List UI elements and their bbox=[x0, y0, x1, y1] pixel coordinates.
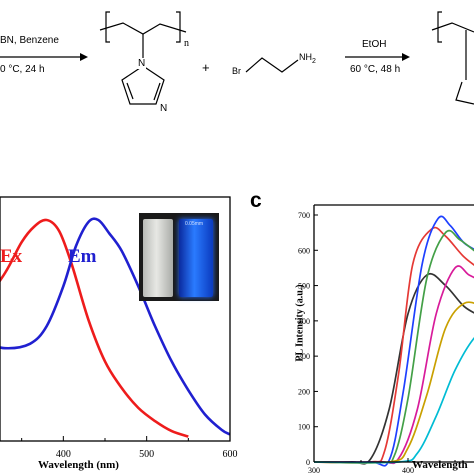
reaction-scheme bbox=[0, 11, 474, 105]
imidazole-double-bond-1 bbox=[126, 82, 134, 100]
legend-em: Em bbox=[68, 246, 97, 267]
ring-nitrogen-1: N bbox=[137, 58, 147, 69]
right-y-tick-label: 300 bbox=[298, 352, 310, 361]
reaction-arrow-1-head bbox=[80, 53, 88, 61]
vial-photo-inset: 0.05mm bbox=[139, 213, 219, 301]
panel-c-label: c bbox=[250, 189, 262, 212]
imidazole-ring bbox=[121, 65, 165, 105]
amine-subscript: 2 bbox=[312, 57, 316, 65]
right-x-tick-label: 300 bbox=[308, 466, 320, 474]
bromine-label: Br bbox=[232, 66, 241, 76]
right-y-tick-label: 400 bbox=[298, 317, 310, 326]
right-y-tick-label: 500 bbox=[298, 282, 310, 291]
ring-nitrogen-2: N bbox=[159, 103, 169, 114]
left-x-tick-label: 500 bbox=[139, 449, 154, 460]
right-x-tick-label: 400 bbox=[402, 466, 414, 474]
left-x-tick-label: 600 bbox=[223, 449, 238, 460]
right-series-4-line bbox=[313, 229, 474, 464]
right-x-axis-label: Wavelength bbox=[412, 459, 468, 471]
polymer-bracket-right bbox=[176, 11, 181, 43]
reaction-arrow-2-head bbox=[402, 53, 410, 61]
right-y-axis-label: PL Intensity (a.u.) bbox=[294, 284, 306, 362]
reagent-1-label: BN, Benzene bbox=[0, 35, 59, 46]
left-plot-frame bbox=[0, 196, 231, 442]
plus-sign: + bbox=[202, 60, 210, 75]
right-series-1-line bbox=[313, 273, 474, 465]
right-series-5-line bbox=[313, 265, 474, 465]
polymer-subscript: n bbox=[184, 38, 189, 49]
product-backbone bbox=[431, 22, 474, 33]
left-series-ex-line bbox=[0, 218, 189, 438]
vial-uv-label: 0.05mm bbox=[185, 221, 204, 227]
bromoethylamine-chain bbox=[245, 57, 299, 73]
condition-2-label: 60 °C, 48 h bbox=[350, 64, 401, 75]
left-x-axis-label: Wavelength (nm) bbox=[38, 459, 119, 471]
right-y-tick-label: 600 bbox=[298, 246, 310, 255]
vial-uv bbox=[179, 219, 213, 297]
imidazole-double-bond-2 bbox=[153, 82, 161, 101]
right-y-tick-label: 200 bbox=[298, 387, 310, 396]
legend-ex: Ex bbox=[0, 246, 23, 267]
reagent-2-label: EtOH bbox=[362, 39, 387, 50]
left-series-em-line bbox=[0, 217, 230, 436]
right-y-tick-label: 100 bbox=[298, 423, 310, 432]
product-bracket-left bbox=[437, 11, 442, 43]
right-series-2-line bbox=[313, 226, 474, 464]
left-x-tick-label: 400 bbox=[56, 449, 71, 460]
amine-label: NH2 bbox=[299, 52, 316, 65]
right-series-3-line bbox=[313, 215, 474, 467]
condition-1-label: 0 °C, 24 h bbox=[0, 64, 45, 75]
right-y-tick-label: 700 bbox=[298, 211, 310, 220]
polymer-bracket-left bbox=[105, 11, 110, 43]
amine-nh: NH bbox=[299, 52, 312, 62]
vial-daylight bbox=[143, 219, 173, 297]
product-ring-fragment bbox=[455, 81, 474, 105]
right-y-tick-label: 0 bbox=[306, 458, 310, 467]
